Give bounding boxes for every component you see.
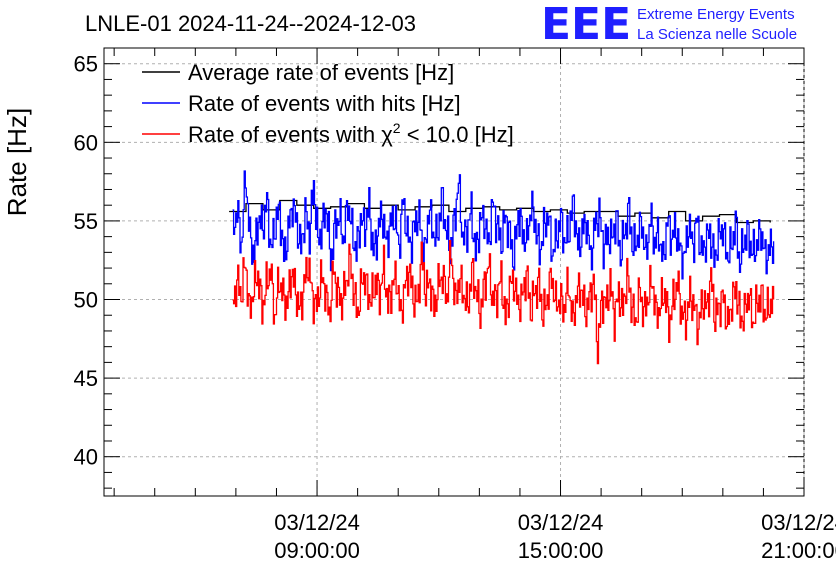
legend-chi2-symbol: χ bbox=[381, 122, 393, 147]
y-tick-label: 45 bbox=[74, 366, 98, 391]
legend-chi2-suffix: < 10.0 [Hz] bbox=[401, 122, 514, 147]
series-line-average bbox=[229, 199, 771, 224]
x-tick-time: 09:00:00 bbox=[274, 538, 360, 563]
legend-label-chi2: Rate of events with χ2 < 10.0 [Hz] bbox=[188, 120, 514, 147]
y-tick-label: 60 bbox=[74, 130, 98, 155]
logo-line-1: Extreme Energy Events bbox=[637, 6, 795, 23]
legend-chi2-sup: 2 bbox=[393, 120, 401, 136]
y-tick-label: 65 bbox=[74, 52, 98, 77]
x-tick-date: 03/12/24 bbox=[518, 510, 604, 535]
y-tick-labels: 40 45 50 55 60 65 bbox=[74, 52, 98, 470]
legend-chi2-prefix: Rate of events with bbox=[188, 122, 381, 147]
chart-title: LNLE-01 2024-11-24--2024-12-03 bbox=[85, 11, 416, 36]
legend-label-hits: Rate of events with hits [Hz] bbox=[188, 91, 461, 116]
y-tick-label: 55 bbox=[74, 209, 98, 234]
x-tick-date: 03/12/24 bbox=[761, 510, 836, 535]
logo-line-2: La Scienza nelle Scuole bbox=[637, 26, 797, 43]
y-axis-label: Rate [Hz] bbox=[2, 108, 32, 216]
axis-ticks bbox=[104, 48, 805, 496]
eee-logo: EEE Extreme Energy Events La Scienza nel… bbox=[541, 0, 797, 50]
series-line-hits bbox=[232, 170, 775, 280]
eee-logo-mark: EEE bbox=[541, 0, 631, 50]
y-tick-label: 50 bbox=[74, 288, 98, 313]
x-tick-time: 21:00:00 bbox=[761, 538, 836, 563]
series-group bbox=[229, 170, 775, 365]
y-tick-label: 40 bbox=[74, 445, 98, 470]
series-line-chi2 bbox=[232, 239, 775, 365]
x-tick-labels: 03/12/24 09:00:00 03/12/24 15:00:00 03/12/24… bbox=[274, 510, 836, 563]
legend: Average rate of events [Hz] Rate of even… bbox=[142, 60, 514, 147]
x-tick-date: 03/12/24 bbox=[274, 510, 360, 535]
x-tick-time: 15:00:00 bbox=[518, 538, 604, 563]
legend-label-average: Average rate of events [Hz] bbox=[188, 60, 454, 85]
